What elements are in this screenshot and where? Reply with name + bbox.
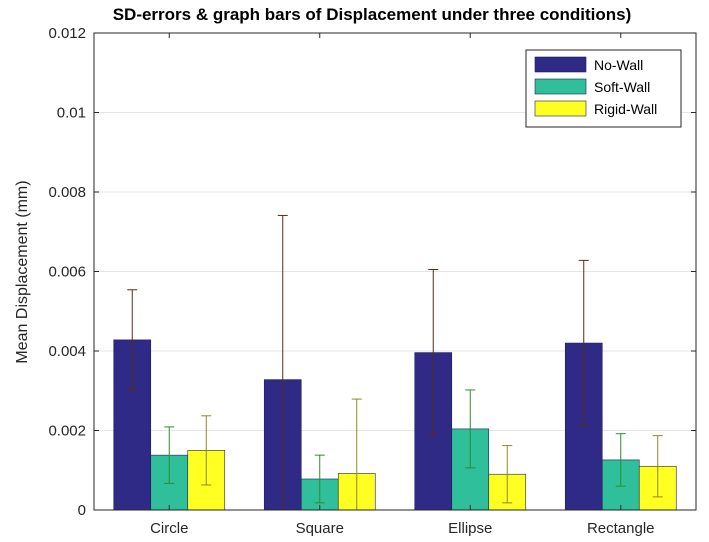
y-axis-label: Mean Displacement (mm) [14,180,31,363]
chart-title: SD-errors & graph bars of Displacement u… [113,5,632,24]
y-tick-label: 0.012 [48,25,86,42]
error-bars [127,214,663,511]
y-tick-label: 0.008 [48,184,86,201]
legend-label: Soft-Wall [594,79,650,95]
y-tick-label: 0 [78,502,86,519]
x-tick-label: Ellipse [448,520,492,537]
y-tick-label: 0.01 [57,105,86,122]
legend-swatch [534,100,587,117]
legend-swatch [534,78,587,95]
y-tick-label: 0.006 [48,264,86,281]
x-tick-label: Rectangle [587,520,655,537]
legend: No-Wall Soft-Wall Rigid-Wall [525,49,682,128]
y-axis-ticks: 0 0.002 0.004 0.006 0.008 0.01 0.012 [48,25,696,519]
x-tick-label: Circle [150,520,188,537]
x-axis-ticks: Circle Square Ellipse Rectangle [150,33,655,537]
legend-label: Rigid-Wall [594,101,657,117]
x-tick-label: Square [296,520,344,537]
legend-label: No-Wall [594,57,643,73]
legend-swatch [534,56,587,73]
y-tick-label: 0.004 [48,343,86,360]
y-tick-label: 0.002 [48,423,86,440]
